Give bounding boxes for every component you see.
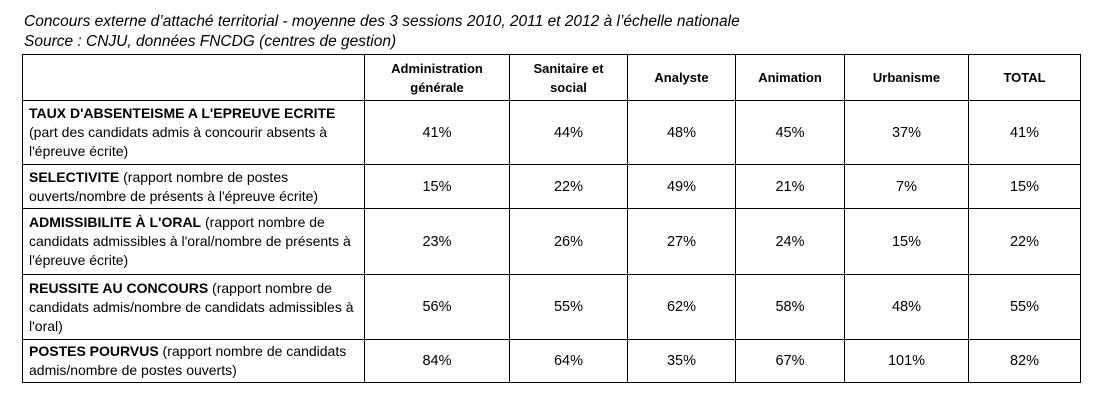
statistics-table: Administration générale Sanitaire et soc… bbox=[22, 54, 1081, 383]
row-title: TAUX D'ABSENTEISME A L'EPREUVE ECRITE bbox=[29, 105, 336, 121]
cell-value: 22% bbox=[968, 208, 1081, 275]
row-description: (rapport nombre de candidats admis/nombr… bbox=[29, 343, 347, 378]
table-row: POSTES POURVUS (rapport nombre de candid… bbox=[22, 339, 1081, 383]
table-row: ADMISSIBILITE À L'ORAL (rapport nombre d… bbox=[22, 208, 1081, 275]
cell-value: 41% bbox=[364, 100, 510, 165]
header-sanitaire-et-social: Sanitaire et social bbox=[509, 54, 628, 101]
row-title: POSTES POURVUS bbox=[29, 343, 159, 359]
row-label: POSTES POURVUS (rapport nombre de candid… bbox=[22, 339, 365, 383]
cell-value: 45% bbox=[735, 100, 845, 165]
cell-value: 49% bbox=[627, 164, 736, 209]
cell-value: 35% bbox=[627, 339, 736, 383]
header-total: TOTAL bbox=[968, 54, 1081, 101]
header-animation: Animation bbox=[735, 54, 845, 101]
cell-value: 22% bbox=[509, 164, 628, 209]
row-label: ADMISSIBILITE À L'ORAL (rapport nombre d… bbox=[22, 208, 365, 275]
cell-value: 64% bbox=[509, 339, 628, 383]
caption-title: Concours externe d’attaché territorial -… bbox=[24, 13, 740, 30]
row-title: REUSSITE AU CONCOURS bbox=[29, 279, 209, 296]
cell-value: 55% bbox=[968, 274, 1081, 340]
cell-value: 15% bbox=[844, 208, 969, 275]
row-title: SELECTIVITE bbox=[29, 168, 120, 185]
cell-value: 48% bbox=[627, 100, 736, 165]
table-row: SELECTIVITE (rapport nombre de postes ou… bbox=[22, 164, 1081, 209]
cell-value: 37% bbox=[844, 100, 969, 165]
cell-value: 15% bbox=[968, 164, 1081, 209]
header-analyste: Analyste bbox=[627, 54, 736, 101]
cell-value: 24% bbox=[735, 208, 845, 275]
table-caption: Concours externe d’attaché territorial -… bbox=[24, 12, 740, 52]
cell-value: 58% bbox=[735, 274, 845, 340]
cell-value: 15% bbox=[364, 164, 510, 209]
cell-value: 41% bbox=[968, 100, 1081, 165]
cell-value: 26% bbox=[509, 208, 628, 275]
row-description: (part des candidats admis à concourir ab… bbox=[29, 124, 328, 159]
cell-value: 101% bbox=[844, 339, 969, 383]
header-row: Administration générale Sanitaire et soc… bbox=[22, 54, 1081, 101]
row-description: (rapport nombre de candidats admissibles… bbox=[29, 214, 351, 268]
header-administration-generale: Administration générale bbox=[364, 54, 510, 101]
row-label: SELECTIVITE (rapport nombre de postes ou… bbox=[22, 164, 365, 209]
cell-value: 84% bbox=[364, 339, 510, 383]
table-row: TAUX D'ABSENTEISME A L'EPREUVE ECRITE (p… bbox=[22, 100, 1081, 165]
row-description: (rapport nombre de postes ouverts/nombre… bbox=[29, 168, 319, 204]
cell-value: 48% bbox=[844, 274, 969, 340]
cell-value: 56% bbox=[364, 274, 510, 340]
row-description: (rapport nombre de candidats admis/nombr… bbox=[29, 279, 354, 334]
cell-value: 21% bbox=[735, 164, 845, 209]
cell-value: 44% bbox=[509, 100, 628, 165]
cell-value: 27% bbox=[627, 208, 736, 275]
cell-value: 82% bbox=[968, 339, 1081, 383]
row-label: REUSSITE AU CONCOURS (rapport nombre de … bbox=[22, 274, 365, 340]
caption-source: Source : CNJU, données FNCDG (centres de… bbox=[24, 33, 397, 50]
cell-value: 55% bbox=[509, 274, 628, 340]
cell-value: 23% bbox=[364, 208, 510, 275]
cell-value: 62% bbox=[627, 274, 736, 340]
header-empty-cell bbox=[22, 54, 365, 101]
table-row: REUSSITE AU CONCOURS (rapport nombre de … bbox=[22, 274, 1081, 340]
cell-value: 67% bbox=[735, 339, 845, 383]
header-urbanisme: Urbanisme bbox=[844, 54, 969, 101]
cell-value: 7% bbox=[844, 164, 969, 209]
row-label: TAUX D'ABSENTEISME A L'EPREUVE ECRITE (p… bbox=[22, 100, 365, 165]
row-title: ADMISSIBILITE À L'ORAL bbox=[29, 214, 202, 230]
